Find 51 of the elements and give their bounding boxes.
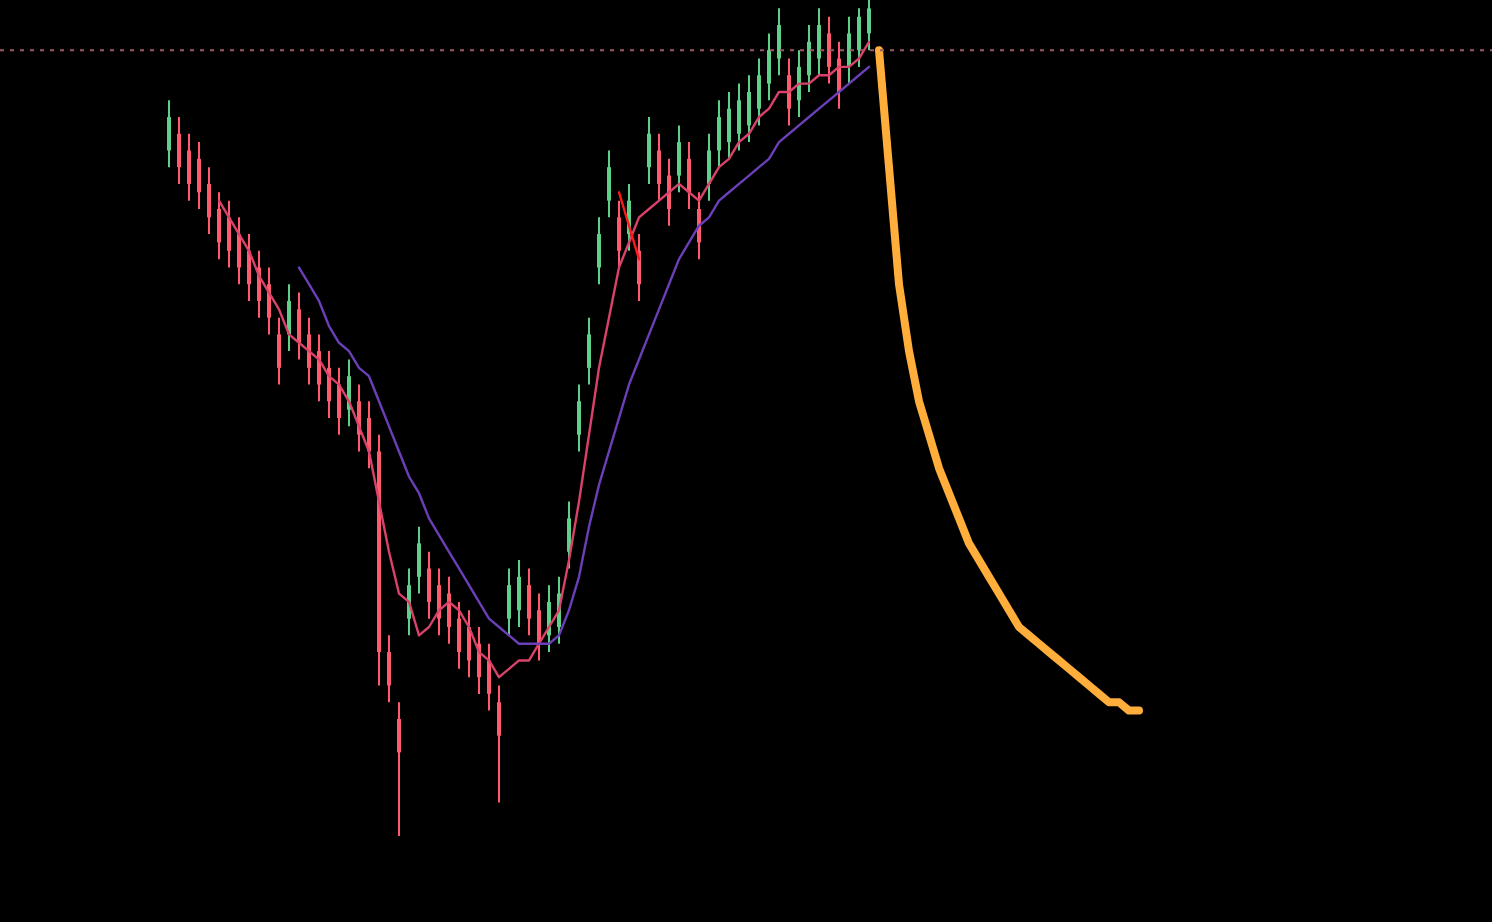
candlestick	[387, 634, 391, 704]
candlestick	[607, 149, 611, 219]
candlestick	[747, 74, 751, 144]
candlestick	[167, 99, 171, 169]
candlestick	[807, 24, 811, 93]
candlestick	[617, 199, 621, 269]
candlestick	[587, 316, 591, 386]
candlestick	[507, 567, 511, 637]
candlestick	[307, 316, 311, 386]
candlestick	[417, 525, 421, 595]
candlestick	[767, 32, 771, 102]
candlestick	[397, 701, 401, 837]
candlestick	[277, 316, 281, 386]
candlestick	[847, 15, 851, 85]
candlestick	[717, 99, 721, 169]
candlestick	[317, 333, 321, 403]
candlestick	[597, 216, 601, 286]
candlestick	[867, 0, 871, 52]
candlestick	[827, 15, 831, 85]
candlestick	[797, 49, 801, 119]
candlestick	[777, 7, 781, 77]
candlestick	[857, 7, 861, 68]
candlestick	[677, 124, 681, 194]
candlestick	[237, 216, 241, 286]
candlestick	[207, 166, 211, 236]
candlestick	[657, 132, 661, 202]
candlestick	[297, 291, 301, 361]
candlestick	[457, 600, 461, 670]
candlestick	[197, 141, 201, 210]
candlestick	[497, 684, 501, 804]
candlestick	[567, 500, 571, 570]
candlestick	[527, 567, 531, 637]
candlestick	[727, 90, 731, 160]
candlestick	[337, 366, 341, 436]
candlestick	[537, 592, 541, 662]
candlestick	[487, 642, 491, 712]
candlestick	[687, 141, 691, 210]
candlestick	[757, 57, 761, 127]
candlestick	[737, 82, 741, 152]
candlestick	[187, 132, 191, 202]
candlestick	[177, 116, 181, 185]
candlestick	[577, 383, 581, 453]
candlestick	[217, 191, 221, 261]
candlestick	[647, 116, 651, 185]
candlestick	[427, 550, 431, 620]
candlestick	[707, 132, 711, 202]
candlestick	[817, 7, 821, 77]
candlestick	[517, 559, 521, 628]
candlestick	[447, 575, 451, 645]
candlestick	[787, 57, 791, 127]
candlestick	[227, 199, 231, 269]
